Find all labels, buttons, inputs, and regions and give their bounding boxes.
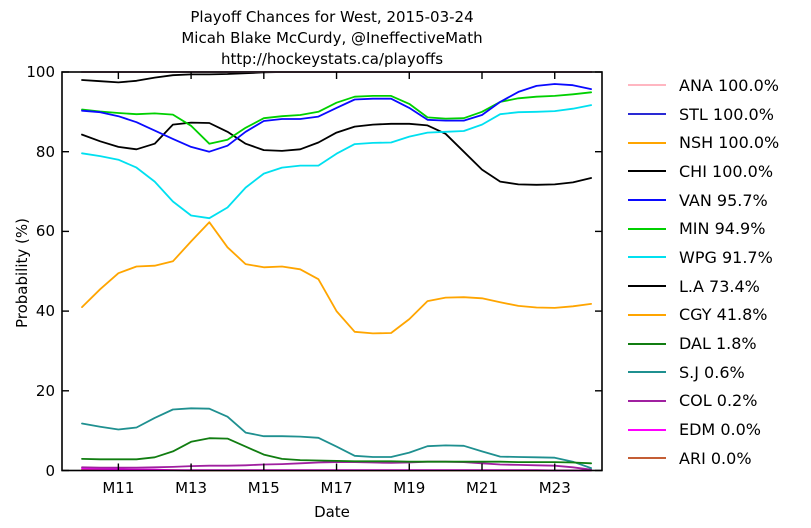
legend-swatch-DAL	[628, 342, 666, 345]
legend-label-S.J: S.J 0.6%	[679, 362, 745, 382]
legend-swatch-COL	[628, 399, 666, 402]
legend-label-ARI: ARI 0.0%	[679, 448, 752, 468]
legend-item-EDM: EDM 0.0%	[628, 415, 779, 444]
legend-label-COL: COL 0.2%	[679, 391, 758, 411]
legend-swatch-CHI	[628, 170, 666, 173]
chart-url: http://hockeystats.ca/playoffs	[220, 50, 444, 68]
legend-swatch-NSH	[628, 141, 666, 144]
legend-item-CGY: CGY 41.8%	[628, 301, 779, 330]
x-tick-label-M11: M11	[102, 479, 135, 497]
legend-item-S.J: S.J 0.6%	[628, 358, 779, 387]
legend-swatch-L.A	[628, 285, 666, 288]
legend-item-NSH: NSH 100.0%	[628, 128, 779, 157]
x-tick-label-M21: M21	[465, 479, 499, 497]
series-line-CGY	[81, 221, 592, 335]
x-tick-label-M23: M23	[538, 479, 571, 497]
series-line-WPG	[81, 104, 592, 220]
x-tick-label-M19: M19	[393, 479, 426, 497]
legend-label-WPG: WPG 91.7%	[679, 247, 773, 267]
series-line-VAN	[81, 83, 592, 153]
legend-label-NSH: NSH 100.0%	[679, 133, 780, 153]
legend-swatch-MIN	[628, 227, 666, 230]
legend-label-DAL: DAL 1.8%	[679, 334, 757, 354]
legend-label-ANA: ANA 100.0%	[679, 75, 779, 95]
y-tick-label-100: 100	[26, 63, 55, 81]
legend-item-MIN: MIN 94.9%	[628, 214, 779, 243]
legend-item-VAN: VAN 95.7%	[628, 186, 779, 215]
legend-swatch-STL	[628, 113, 666, 116]
legend-item-ANA: ANA 100.0%	[628, 71, 779, 100]
legend-label-STL: STL 100.0%	[679, 104, 774, 124]
legend-label-CGY: CGY 41.8%	[679, 305, 768, 325]
x-tick-label-M15: M15	[247, 479, 280, 497]
y-axis-label: Probability (%)	[13, 217, 31, 329]
legend-label-CHI: CHI 100.0%	[679, 161, 774, 181]
y-tick-label-0: 0	[45, 461, 55, 480]
series-line-COL	[81, 460, 592, 471]
x-tick-label-M17: M17	[320, 479, 353, 497]
x-axis-label: Date	[314, 503, 350, 521]
y-tick-label-80: 80	[35, 142, 55, 161]
plot-border	[61, 71, 603, 472]
series-line-L.A	[81, 121, 592, 186]
legend-swatch-ANA	[628, 84, 666, 87]
legend-item-ARI: ARI 0.0%	[628, 444, 779, 473]
legend-label-VAN: VAN 95.7%	[679, 190, 768, 210]
legend-swatch-CGY	[628, 313, 666, 316]
chart-title: Playoff Chances for West, 2015-03-24	[190, 8, 474, 26]
legend-item-STL: STL 100.0%	[628, 100, 779, 129]
legend-label-MIN: MIN 94.9%	[679, 219, 766, 239]
legend-swatch-VAN	[628, 199, 666, 202]
legend-swatch-WPG	[628, 256, 666, 259]
title-block: Playoff Chances for West, 2015-03-24 Mic…	[62, 7, 602, 70]
y-tick-label-40: 40	[35, 302, 55, 321]
series-line-S.J	[81, 407, 592, 470]
legend-item-DAL: DAL 1.8%	[628, 329, 779, 358]
x-tick-label-M13: M13	[175, 479, 208, 497]
legend-item-WPG: WPG 91.7%	[628, 243, 779, 272]
legend-swatch-S.J	[628, 371, 666, 374]
series-line-DAL	[81, 437, 592, 465]
legend-swatch-ARI	[628, 457, 666, 460]
legend: ANA 100.0% STL 100.0% NSH 100.0% CHI 100.0%…	[628, 71, 779, 473]
legend-item-COL: COL 0.2%	[628, 387, 779, 416]
chart-subtitle: Micah Blake McCurdy, @IneffectiveMath	[181, 29, 483, 47]
legend-item-L.A: L.A 73.4%	[628, 272, 779, 301]
series-line-MIN	[81, 91, 592, 145]
y-tick-label-60: 60	[35, 222, 55, 241]
legend-swatch-EDM	[628, 428, 666, 431]
y-tick-label-20: 20	[35, 381, 55, 400]
legend-label-EDM: EDM 0.0%	[679, 420, 761, 440]
legend-label-L.A: L.A 73.4%	[679, 276, 760, 296]
legend-item-CHI: CHI 100.0%	[628, 157, 779, 186]
